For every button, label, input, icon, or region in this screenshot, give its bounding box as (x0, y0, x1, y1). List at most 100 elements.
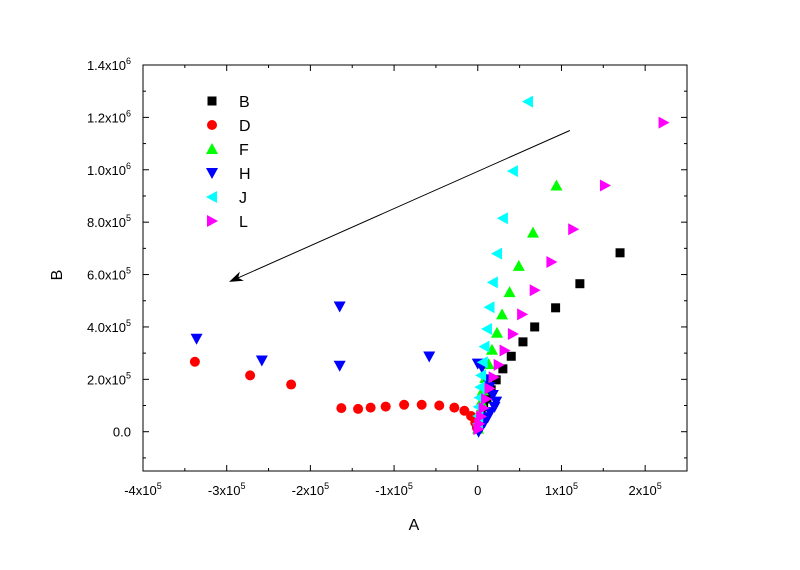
y-axis-label: B (49, 270, 66, 281)
trend-arrow (229, 130, 571, 282)
data-point (518, 337, 528, 347)
legend-label: F (239, 142, 249, 159)
series-H (190, 301, 503, 438)
y-tick-label: 1.2x106 (87, 108, 131, 125)
y-tick-label: 1.4x106 (87, 56, 131, 73)
x-tick-label: 2x105 (629, 481, 662, 498)
x-tick-label: -3x105 (208, 481, 246, 498)
data-point (481, 392, 493, 405)
legend-marker (206, 143, 218, 154)
x-tick-label: -2x105 (292, 481, 330, 498)
y-tick-label: 2.0x105 (87, 370, 131, 387)
data-point (491, 247, 503, 260)
data-point (507, 328, 519, 341)
data-point (551, 303, 561, 313)
data-point (521, 95, 533, 108)
legend-label: J (239, 190, 247, 207)
legend-marker (207, 120, 217, 130)
data-point (473, 423, 485, 436)
x-axis-label: A (409, 517, 420, 534)
data-point (449, 402, 460, 413)
data-point (486, 390, 499, 402)
data-point (568, 223, 580, 236)
legend-label: L (239, 214, 248, 231)
legend-entry-L: L (207, 214, 248, 231)
data-point (488, 371, 500, 384)
data-point (478, 340, 490, 353)
data-point (255, 355, 268, 367)
legend-entry-B: B (207, 94, 250, 111)
data-point (336, 403, 347, 414)
data-point (434, 400, 445, 411)
legend-entry-D: D (207, 118, 251, 135)
data-point (416, 399, 427, 410)
legend-label: D (239, 118, 251, 135)
x-tick-label: -4x105 (124, 481, 162, 498)
data-point (245, 370, 256, 381)
data-point (459, 405, 470, 416)
y-tick-label: 1.0x106 (87, 161, 131, 178)
legend-entry-F: F (206, 142, 249, 159)
data-point (550, 179, 563, 191)
x-tick-label: -1x105 (375, 481, 413, 498)
data-point (399, 399, 410, 410)
legend-entry-H: H (206, 166, 251, 183)
data-point (512, 259, 525, 271)
legend-marker (206, 191, 217, 203)
data-point (517, 308, 529, 321)
y-tick-label: 6.0x105 (87, 266, 131, 283)
y-tick-label: 0.0 (113, 425, 131, 440)
data-point (189, 356, 200, 367)
data-point (506, 165, 518, 178)
series-D (189, 356, 482, 433)
x-tick-label: 0 (474, 483, 481, 498)
data-point (529, 284, 541, 297)
data-point (503, 286, 516, 298)
data-point (658, 116, 670, 129)
data-point (491, 375, 501, 385)
data-point (476, 356, 488, 369)
x-tick-label: 1x105 (545, 481, 578, 498)
plot-frame (142, 64, 688, 472)
data-point (475, 369, 487, 382)
data-point (483, 301, 495, 314)
data-point (190, 333, 203, 345)
y-tick-label: 8.0x105 (87, 213, 131, 230)
legend-entry-J: J (206, 190, 247, 207)
data-point (530, 322, 540, 332)
data-point (499, 344, 511, 357)
data-point (498, 364, 508, 374)
data-point (353, 403, 364, 414)
data-point (527, 226, 540, 238)
data-point (480, 323, 492, 336)
data-point (476, 410, 488, 423)
series-J (471, 95, 533, 430)
data-point (506, 351, 516, 361)
data-point (484, 382, 496, 395)
data-point (478, 402, 490, 415)
data-point (474, 381, 486, 394)
data-point (486, 276, 498, 289)
data-point (423, 351, 436, 363)
data-point (333, 360, 346, 372)
data-point (546, 255, 558, 268)
data-point (365, 402, 376, 413)
data-point (286, 379, 297, 390)
data-point (380, 401, 391, 412)
series-L (473, 116, 670, 436)
data-point (496, 308, 509, 320)
data-point (615, 248, 625, 258)
legend-marker (207, 96, 217, 106)
data-point (491, 326, 504, 338)
legend-marker (206, 168, 218, 179)
legend-marker (207, 215, 218, 227)
data-point (493, 358, 505, 371)
data-point (599, 179, 611, 192)
legend-label: B (239, 94, 250, 111)
data-point (575, 279, 585, 289)
data-point (496, 212, 508, 225)
data-point (333, 301, 346, 313)
legend-label: H (239, 166, 251, 183)
